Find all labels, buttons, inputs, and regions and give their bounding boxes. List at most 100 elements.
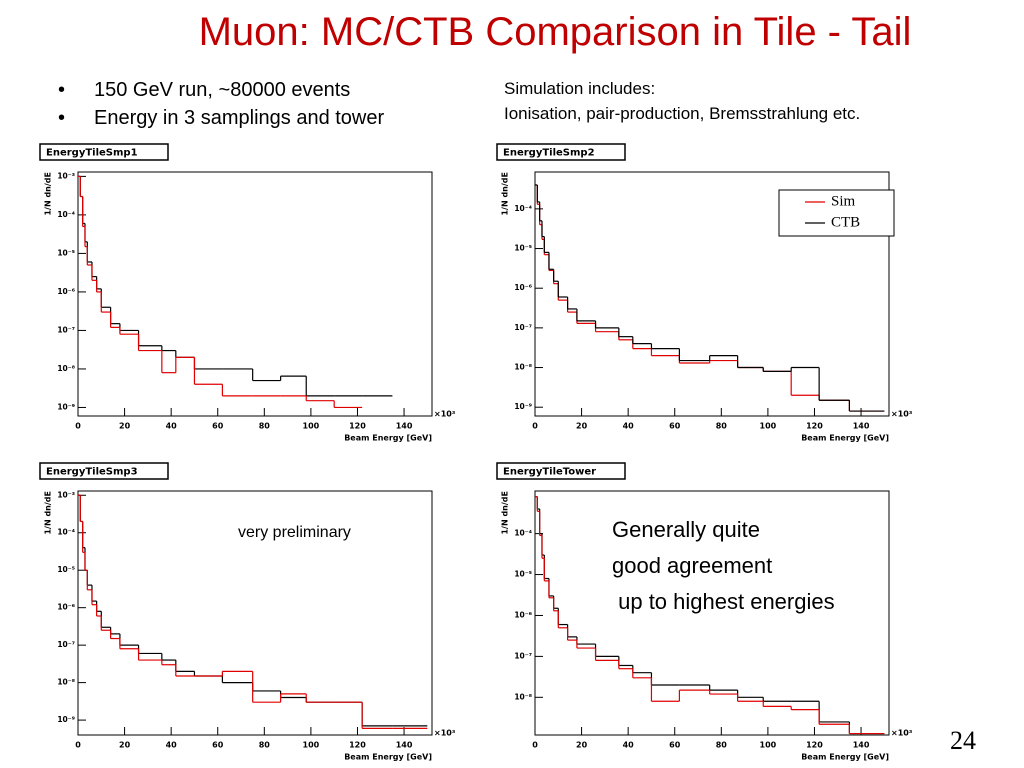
y-tick-label: 10⁻³: [57, 490, 75, 499]
chart: EnergyTileSmp3 0 20 40 60 80 100 120 140 10⁻⁹ 10⁻⁸…: [39, 462, 456, 762]
x-tick-label: 0: [532, 422, 538, 431]
conclusion-line: good agreement: [612, 553, 773, 578]
y-tick-label: 10⁻⁴: [57, 528, 75, 537]
y-tick-label: 10⁻⁸: [57, 678, 75, 687]
chart-title: EnergyTileSmp2: [503, 148, 595, 159]
x-tick-label: 40: [623, 422, 635, 431]
x-tick-label: 80: [259, 422, 271, 431]
y-tick-label: 10⁻⁶: [514, 283, 532, 292]
x-multiplier: ×10³: [434, 729, 456, 738]
x-tick-label: 140: [396, 741, 413, 750]
y-tick-label: 10⁻⁵: [57, 248, 75, 257]
y-tick-label: 10⁻⁶: [57, 287, 75, 296]
note-line: Ionisation, pair-production, Bremsstrahl…: [504, 104, 861, 123]
conclusion-line: up to highest energies: [612, 589, 835, 614]
plot-frame: [77, 490, 433, 736]
y-tick-label: 10⁻⁷: [514, 323, 532, 332]
x-tick-label: 80: [716, 422, 728, 431]
x-tick-label: 120: [349, 741, 366, 750]
y-tick-label: 10⁻⁵: [514, 244, 532, 253]
bullet: 150 GeV run, ~80000 events: [58, 76, 384, 104]
x-tick-label: 100: [303, 422, 320, 431]
conclusion: Generally quite good agreement up to high…: [612, 512, 835, 620]
x-tick-label: 140: [396, 422, 413, 431]
y-tick-label: 10⁻⁹: [514, 402, 532, 411]
x-tick-label: 60: [212, 422, 224, 431]
title-box: [39, 462, 169, 480]
x-tick-label: 60: [669, 422, 681, 431]
plot-frame: [534, 490, 890, 736]
x-tick-label: 20: [119, 422, 131, 431]
title-box: [496, 462, 626, 480]
x-tick-label: 20: [576, 741, 588, 750]
legend-label: Sim: [831, 193, 856, 209]
x-tick-label: 40: [623, 741, 635, 750]
chart-title: EnergyTileSmp3: [46, 467, 138, 478]
x-tick-label: 0: [532, 741, 538, 750]
x-tick-label: 20: [119, 741, 131, 750]
y-tick-label: 10⁻⁵: [514, 570, 532, 579]
x-axis-label: Beam Energy [GeV]: [344, 434, 432, 443]
x-tick-label: 80: [259, 741, 271, 750]
chart: EnergyTileTower 0 20 40 60 80 100 120 140 10⁻⁸ 10⁻…: [496, 462, 913, 762]
x-tick-label: 120: [806, 422, 823, 431]
y-tick-label: 10⁻⁸: [514, 363, 532, 372]
x-tick-label: 40: [166, 741, 178, 750]
y-tick-label: 10⁻³: [57, 171, 75, 180]
y-axis-label: 1/N dn/dE: [501, 172, 510, 216]
x-tick-label: 140: [853, 741, 870, 750]
title-box: [496, 143, 626, 161]
chart-title: EnergyTileSmp1: [46, 148, 138, 159]
y-tick-label: 10⁻⁸: [514, 692, 532, 701]
histograms: [535, 184, 885, 412]
y-tick-label: 10⁻⁹: [57, 402, 75, 411]
y-tick-label: 10⁻⁸: [57, 364, 75, 373]
x-tick-label: 100: [760, 741, 777, 750]
histograms: [78, 175, 393, 409]
y-tick-label: 10⁻⁵: [57, 565, 75, 574]
y-tick-label: 10⁻⁷: [514, 651, 532, 660]
y-tick-label: 10⁻⁷: [57, 640, 75, 649]
x-axis-label: Beam Energy [GeV]: [801, 753, 889, 762]
x-tick-label: 0: [75, 741, 81, 750]
x-tick-label: 120: [349, 422, 366, 431]
x-tick-label: 20: [576, 422, 588, 431]
x-tick-label: 40: [166, 422, 178, 431]
histograms: [535, 496, 885, 735]
note: Simulation includes: Ionisation, pair-pr…: [504, 76, 860, 126]
x-tick-label: 100: [303, 741, 320, 750]
bullet-list: 150 GeV run, ~80000 events Energy in 3 s…: [58, 76, 384, 132]
x-tick-label: 100: [760, 422, 777, 431]
x-multiplier: ×10³: [891, 410, 913, 419]
y-tick-label: 10⁻⁴: [514, 529, 532, 538]
x-tick-label: 60: [669, 741, 681, 750]
x-tick-label: 140: [853, 422, 870, 431]
y-axis-label: 1/N dn/dE: [501, 491, 510, 535]
bullet: Energy in 3 samplings and tower: [58, 104, 384, 132]
y-tick-label: 10⁻⁴: [57, 210, 75, 219]
note-line: Simulation includes:: [504, 79, 656, 98]
chart: EnergyTileSmp1 0 20 40 60 80 100 120 140 10⁻⁹ 10⁻⁸…: [39, 143, 456, 443]
histograms: [78, 494, 428, 730]
page-number: 24: [950, 726, 976, 755]
chart: EnergyTileSmp2 0 20 40 60 80 100 120 140 10⁻⁹ 10⁻⁸…: [496, 143, 913, 443]
y-tick-label: 10⁻⁷: [57, 325, 75, 334]
conclusion-line: Generally quite: [612, 517, 760, 542]
x-axis-label: Beam Energy [GeV]: [801, 434, 889, 443]
x-tick-label: 120: [806, 741, 823, 750]
slide-title: Muon: MC/CTB Comparison in Tile - Tail: [198, 10, 912, 54]
plot-frame: [534, 171, 890, 417]
title-box: [39, 143, 169, 161]
y-tick-label: 10⁻⁹: [57, 715, 75, 724]
legend-box: [778, 189, 895, 237]
plot-frame: [77, 171, 433, 417]
chart-title: EnergyTileTower: [503, 467, 596, 478]
x-multiplier: ×10³: [891, 729, 913, 738]
x-axis-label: Beam Energy [GeV]: [344, 753, 432, 762]
y-tick-label: 10⁻⁶: [514, 610, 532, 619]
legend-label: CTB: [831, 214, 860, 230]
x-tick-label: 60: [212, 741, 224, 750]
annotation: very preliminary: [238, 524, 351, 541]
x-tick-label: 0: [75, 422, 81, 431]
